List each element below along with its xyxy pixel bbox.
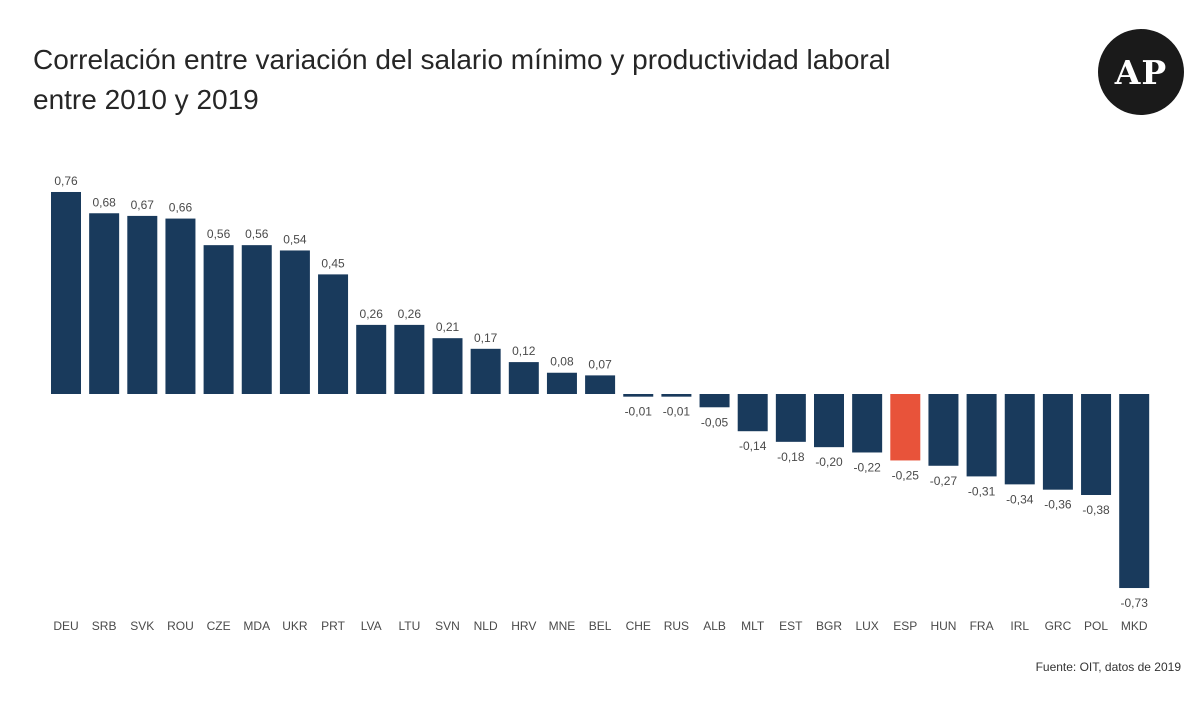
x-tick-label-cze: CZE: [207, 619, 231, 633]
x-tick-label-lva: LVA: [361, 619, 382, 633]
x-tick-label-che: CHE: [626, 619, 651, 633]
bar-rou: [165, 218, 196, 394]
x-tick-label-prt: PRT: [321, 619, 345, 633]
x-tick-label-fra: FRA: [970, 619, 994, 633]
data-label-ltu: 0,26: [398, 307, 422, 321]
x-tick-label-est: EST: [779, 619, 803, 633]
data-label-mne: 0,08: [550, 355, 574, 369]
data-label-nld: 0,17: [474, 331, 498, 345]
data-label-est: -0,18: [777, 450, 805, 464]
data-label-svk: 0,67: [131, 198, 155, 212]
x-tick-label-bgr: BGR: [816, 619, 842, 633]
bar-alb: [699, 394, 730, 408]
x-tick-label-deu: DEU: [53, 619, 78, 633]
data-label-bel: 0,07: [588, 357, 612, 371]
data-label-deu: 0,76: [54, 174, 78, 188]
x-tick-label-grc: GRC: [1045, 619, 1072, 633]
bar-grc: [1042, 394, 1073, 490]
bar-srb: [89, 213, 120, 394]
bar-ukr: [279, 250, 310, 394]
data-label-rou: 0,66: [169, 201, 193, 215]
data-label-hrv: 0,12: [512, 344, 536, 358]
x-tick-label-mne: MNE: [549, 619, 576, 633]
bar-hrv: [508, 362, 539, 394]
data-label-rus: -0,01: [663, 405, 691, 419]
data-label-ukr: 0,54: [283, 232, 307, 246]
data-label-grc: -0,36: [1044, 498, 1072, 512]
chart-title-line-2: entre 2010 y 2019: [33, 84, 259, 115]
x-tick-label-irl: IRL: [1010, 619, 1029, 633]
x-tick-label-nld: NLD: [474, 619, 498, 633]
data-label-esp: -0,25: [892, 468, 920, 482]
bar-pol: [1081, 394, 1112, 495]
data-label-pol: -0,38: [1082, 503, 1110, 517]
bar-fra: [966, 394, 997, 477]
ap-logo: AP: [1098, 29, 1184, 115]
data-label-mda: 0,56: [245, 227, 269, 241]
bars-group: [51, 191, 1150, 589]
x-tick-label-rou: ROU: [167, 619, 194, 633]
x-tick-label-ukr: UKR: [282, 619, 308, 633]
x-tick-label-ltu: LTU: [398, 619, 420, 633]
bar-cze: [203, 245, 234, 394]
x-tick-labels-group: DEU SRB SVK ROU CZE MDA UKR PRT LVA LTU SVN NLD HRV M…: [53, 619, 1148, 633]
x-tick-label-hrv: HRV: [511, 619, 536, 633]
x-tick-label-hun: HUN: [930, 619, 956, 633]
x-tick-label-lux: LUX: [855, 619, 878, 633]
data-label-hun: -0,27: [930, 474, 958, 488]
bar-svn: [432, 338, 463, 394]
data-label-mlt: -0,14: [739, 439, 767, 453]
data-label-bgr: -0,20: [815, 455, 843, 469]
chart-title: Correlación entre variación del salario …: [33, 40, 1033, 120]
bar-lux: [852, 394, 883, 453]
bar-nld: [470, 348, 501, 394]
bar-mne: [546, 372, 577, 394]
data-labels-group: 0,76 0,68 0,67 0,66 0,56 0,56 0,54 0,45 0,26 0,26…: [54, 174, 1148, 610]
x-tick-label-srb: SRB: [92, 619, 117, 633]
bar-deu: [51, 191, 81, 394]
bar-mda: [241, 245, 272, 394]
data-label-alb: -0,05: [701, 415, 729, 429]
x-tick-label-mlt: MLT: [741, 619, 765, 633]
x-tick-label-mkd: MKD: [1121, 619, 1148, 633]
bar-est: [775, 394, 806, 442]
bar-bgr: [814, 394, 844, 448]
data-label-cze: 0,56: [207, 227, 231, 241]
data-label-srb: 0,68: [92, 195, 116, 209]
bar-irl: [1004, 394, 1035, 485]
bar-che: [623, 394, 654, 397]
chart-title-line-1: Correlación entre variación del salario …: [33, 44, 891, 75]
bar-prt: [318, 274, 349, 394]
source-note: Fuente: OIT, datos de 2019: [1035, 660, 1181, 674]
bar-mkd: [1119, 394, 1150, 589]
data-label-svn: 0,21: [436, 320, 460, 334]
x-tick-label-rus: RUS: [664, 619, 689, 633]
bar-lva: [356, 324, 387, 394]
data-label-fra: -0,31: [968, 484, 996, 498]
x-tick-label-bel: BEL: [589, 619, 612, 633]
data-label-che: -0,01: [625, 405, 653, 419]
bar-mlt: [737, 394, 768, 432]
x-tick-label-esp: ESP: [893, 619, 917, 633]
bar-rus: [661, 394, 692, 397]
data-label-irl: -0,34: [1006, 492, 1034, 506]
data-label-lux: -0,22: [853, 460, 881, 474]
x-tick-label-alb: ALB: [703, 619, 726, 633]
data-label-prt: 0,45: [321, 256, 345, 270]
x-tick-label-svn: SVN: [435, 619, 460, 633]
bar-svk: [127, 215, 158, 394]
x-tick-label-pol: POL: [1084, 619, 1108, 633]
bar-ltu: [394, 324, 425, 394]
bar-hun: [928, 394, 959, 466]
x-tick-label-svk: SVK: [130, 619, 154, 633]
data-label-lva: 0,26: [360, 307, 384, 321]
x-tick-label-mda: MDA: [243, 619, 270, 633]
bar-bel: [585, 375, 616, 394]
bar-esp: [890, 394, 921, 461]
data-label-mkd: -0,73: [1121, 596, 1149, 610]
